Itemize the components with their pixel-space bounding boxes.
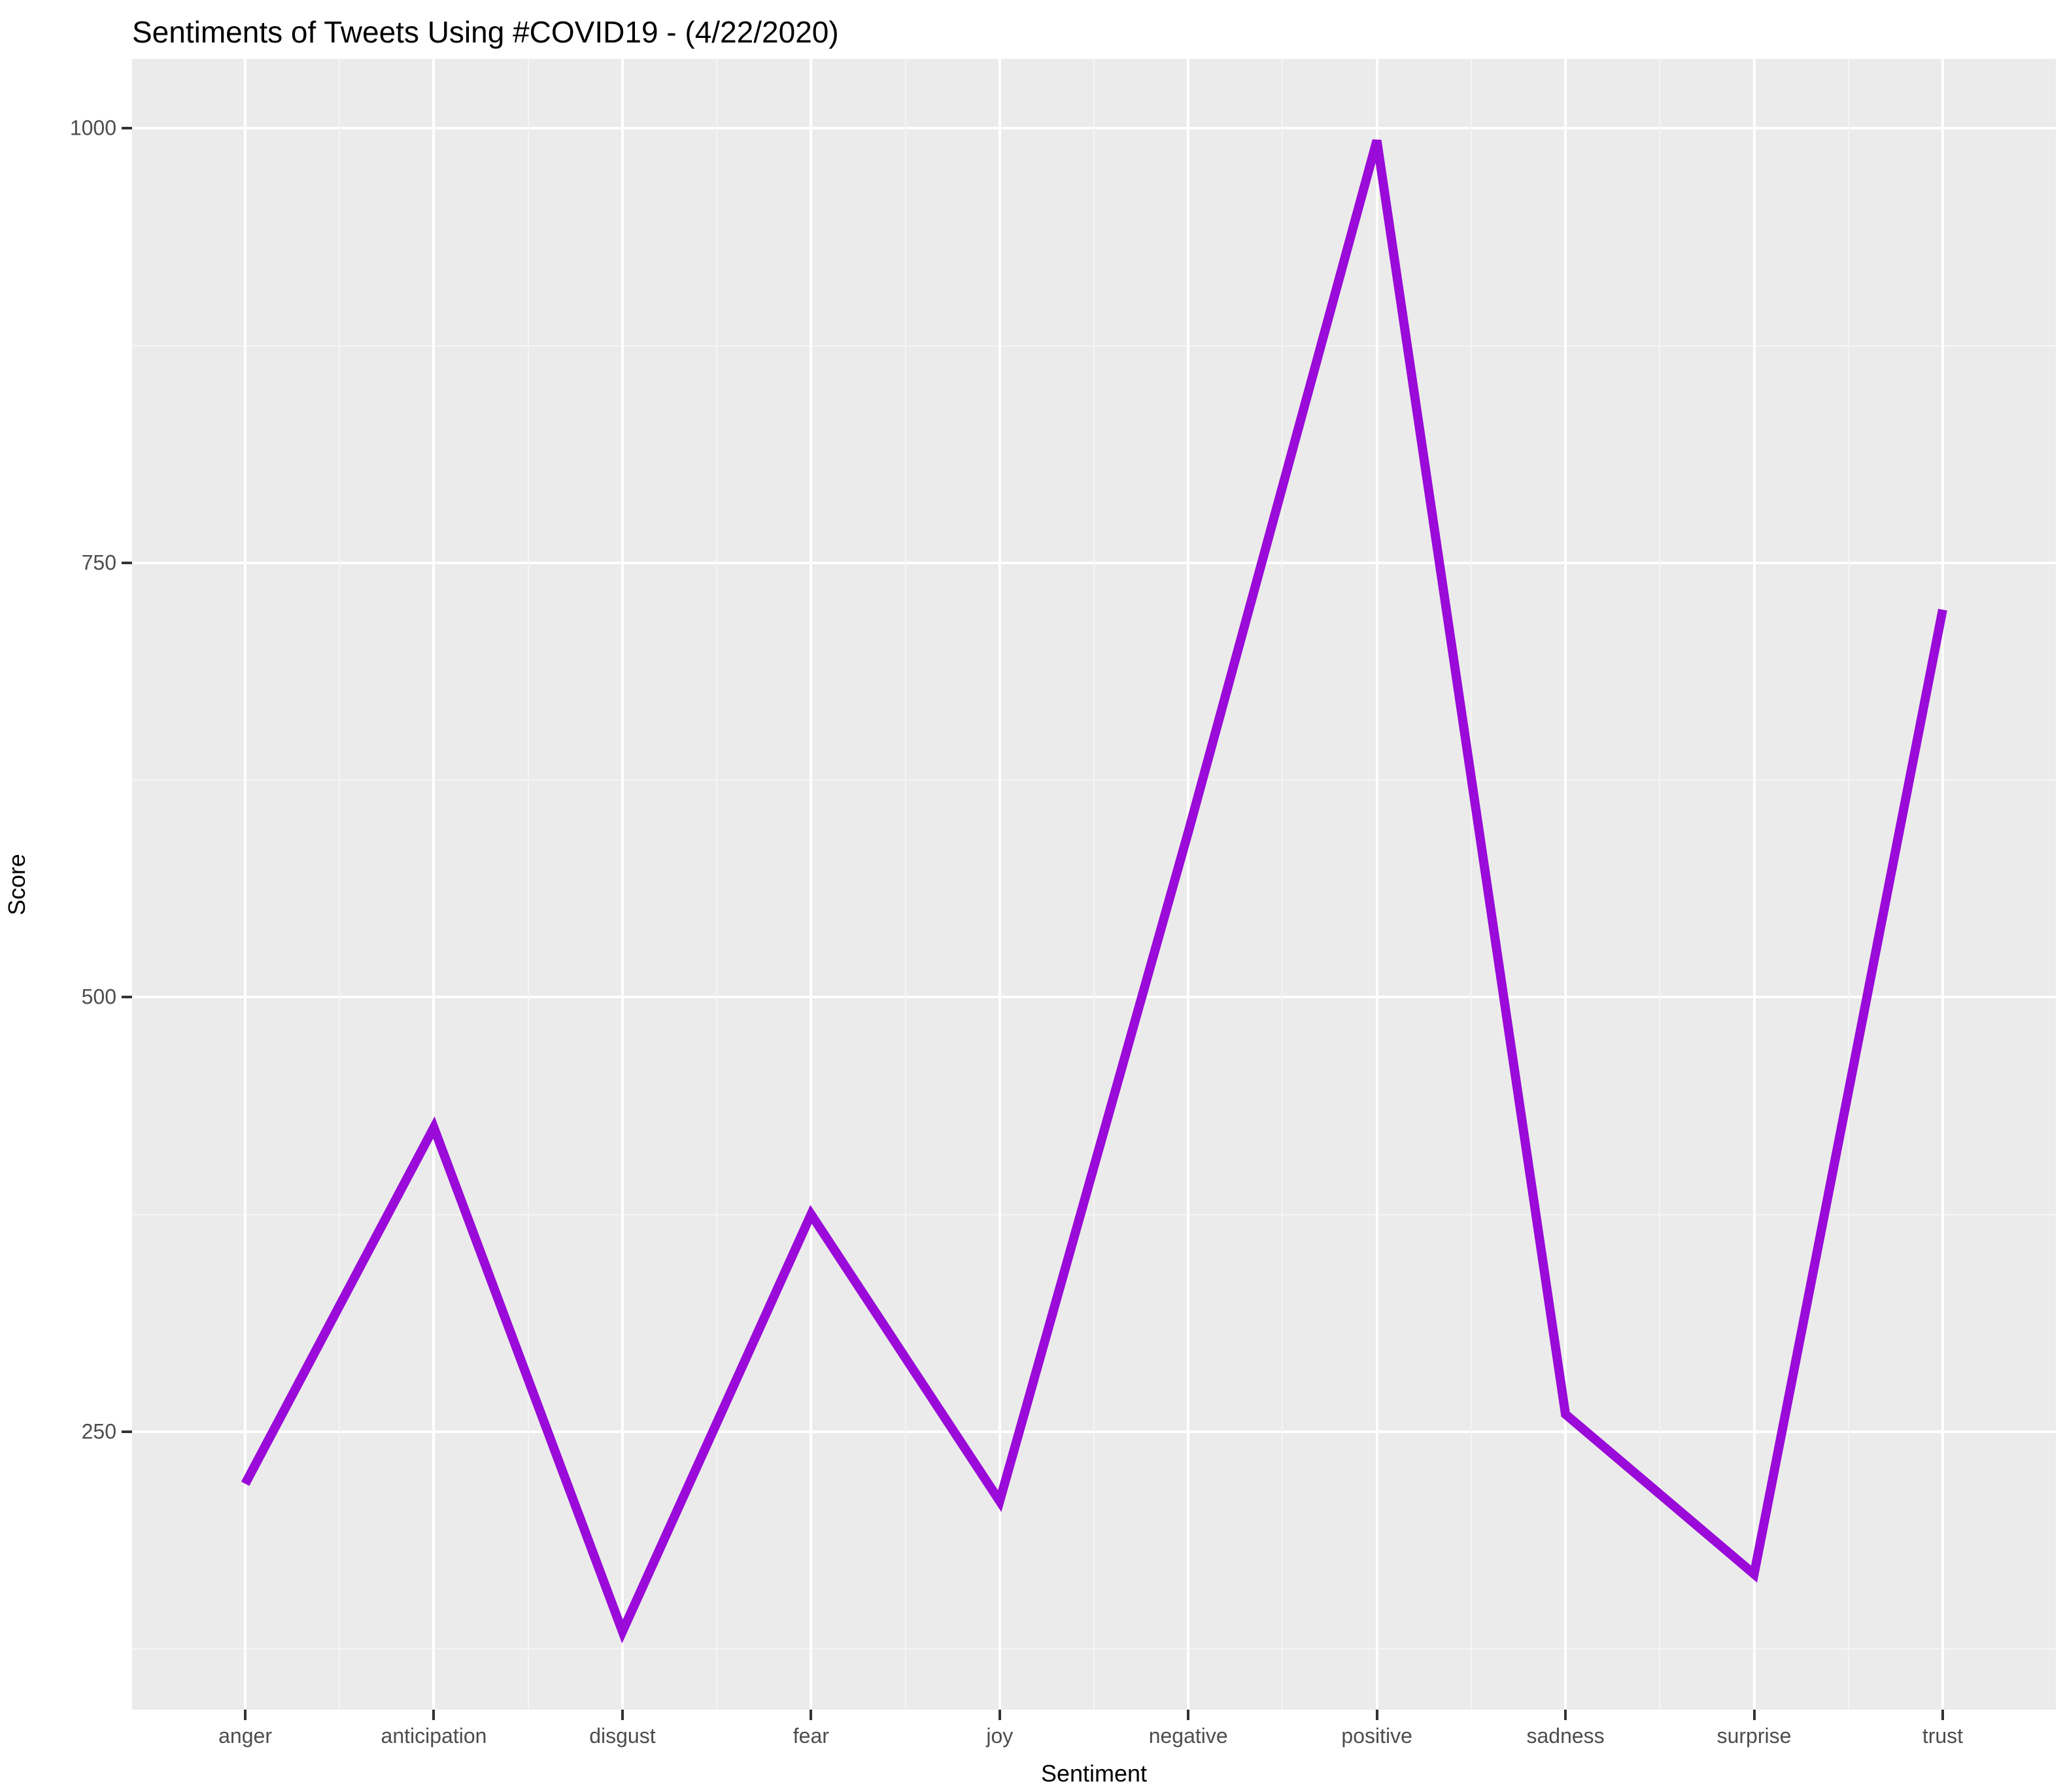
- chart-container: Sentiments of Tweets Using #COVID19 - (4…: [0, 0, 2065, 1792]
- x-tick-label: anger: [218, 1724, 272, 1748]
- x-axis-label: Sentiment: [1041, 1760, 1147, 1787]
- x-tick-mark: [244, 1710, 247, 1720]
- sentiment-line: [245, 141, 1943, 1631]
- y-tick-label: 500: [82, 985, 116, 1009]
- x-tick-mark: [621, 1710, 624, 1720]
- x-tick-mark: [1564, 1710, 1567, 1720]
- x-tick-mark: [1941, 1710, 1944, 1720]
- x-tick-label: negative: [1149, 1724, 1228, 1748]
- y-tick-label: 250: [82, 1419, 116, 1444]
- x-tick-mark: [810, 1710, 812, 1720]
- y-tick-mark: [122, 996, 132, 998]
- x-tick-mark: [432, 1710, 435, 1720]
- x-tick-label: joy: [986, 1724, 1013, 1748]
- x-tick-label: anticipation: [381, 1724, 487, 1748]
- y-tick-mark: [122, 127, 132, 129]
- x-tick-label: trust: [1922, 1724, 1963, 1748]
- line-series: [0, 0, 2056, 1710]
- x-tick-label: disgust: [589, 1724, 655, 1748]
- x-tick-mark: [1187, 1710, 1189, 1720]
- x-tick-label: sadness: [1526, 1724, 1604, 1748]
- y-axis-label: Score: [3, 853, 31, 915]
- y-tick-mark: [122, 562, 132, 564]
- y-tick-label: 750: [82, 550, 116, 575]
- x-tick-label: positive: [1341, 1724, 1412, 1748]
- x-tick-mark: [1753, 1710, 1756, 1720]
- x-tick-label: fear: [793, 1724, 829, 1748]
- y-tick-mark: [122, 1430, 132, 1433]
- y-tick-label: 1000: [70, 116, 116, 141]
- x-tick-mark: [1376, 1710, 1378, 1720]
- x-tick-label: surprise: [1717, 1724, 1792, 1748]
- x-tick-mark: [998, 1710, 1001, 1720]
